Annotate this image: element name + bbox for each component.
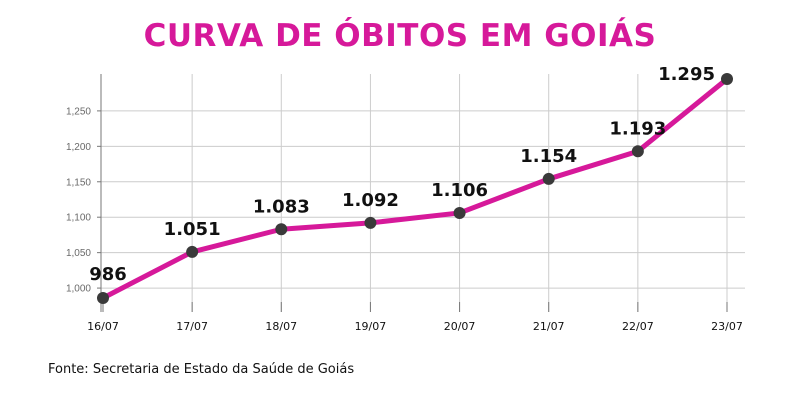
x-tick-label: 21/07 xyxy=(533,320,565,333)
gridlines xyxy=(101,74,745,312)
data-point xyxy=(364,216,377,229)
tick-labels: 1,000 1,050 1,100 1,150 1,200 1,250 16/07 17/07… xyxy=(66,106,743,333)
data-label: 1.051 xyxy=(164,219,221,240)
data-series xyxy=(97,73,733,304)
x-tick-label: 20/07 xyxy=(444,320,476,333)
axes xyxy=(97,74,728,312)
series-line xyxy=(100,76,730,301)
y-tick-label: 1,050 xyxy=(66,248,91,259)
chart-title: CURVA DE ÓBITOS EM GOIÁS xyxy=(143,18,657,54)
data-labels: 986 1.051 1.083 1.092 1.106 1.154 1.193 1.295 xyxy=(89,64,715,285)
y-tick-label: 1,250 xyxy=(66,106,91,117)
x-tick-label: 23/07 xyxy=(711,320,743,333)
y-tick-label: 1,100 xyxy=(66,213,91,224)
x-tick-label: 17/07 xyxy=(176,320,208,333)
x-tick-label: 16/07 xyxy=(87,320,119,333)
data-label: 1.295 xyxy=(658,64,715,85)
data-point xyxy=(275,223,288,236)
data-point xyxy=(186,245,199,258)
data-label: 1.193 xyxy=(609,118,666,139)
data-label: 1.092 xyxy=(342,190,399,211)
data-point xyxy=(453,206,466,219)
data-label: 1.106 xyxy=(431,180,488,201)
source-note: Fonte: Secretaria de Estado da Saúde de … xyxy=(48,362,355,377)
x-tick-label: 19/07 xyxy=(355,320,387,333)
y-tick-label: 1,150 xyxy=(66,177,91,188)
data-point xyxy=(721,73,733,85)
data-point xyxy=(97,292,109,304)
y-tick-label: 1,200 xyxy=(66,142,91,153)
data-label: 986 xyxy=(89,264,127,285)
data-label: 1.083 xyxy=(253,196,310,217)
y-tick-label: 1,000 xyxy=(66,284,91,295)
data-point xyxy=(542,172,555,185)
data-point xyxy=(631,145,644,158)
x-tick-label: 22/07 xyxy=(622,320,654,333)
data-label: 1.154 xyxy=(520,146,577,167)
x-tick-label: 18/07 xyxy=(265,320,297,333)
